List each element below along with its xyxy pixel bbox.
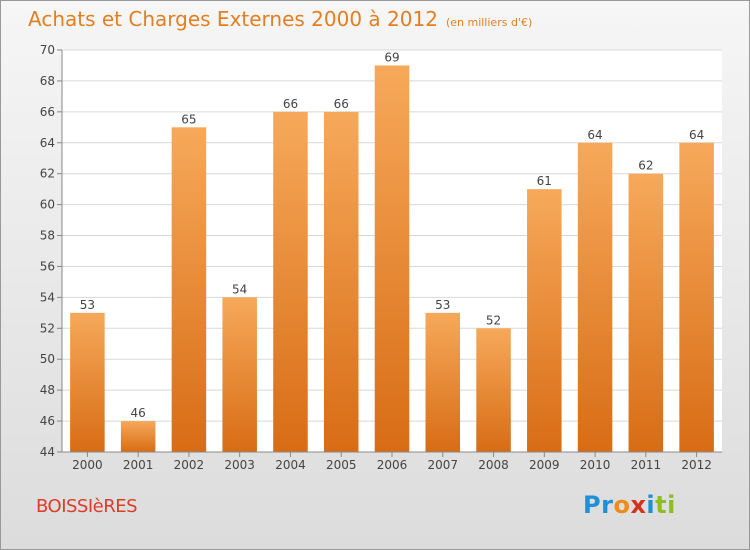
chart-title-text: Achats et Charges Externes 2000 à 2012	[28, 7, 438, 31]
y-tick-label: 46	[40, 414, 55, 428]
logo-part-4: i	[646, 491, 656, 519]
bar-2008	[476, 328, 511, 452]
x-tick-label: 2005	[326, 458, 357, 472]
bar-value-label: 52	[486, 313, 501, 327]
proxiti-logo[interactable]: Proxiti	[583, 491, 676, 519]
bar-value-label: 54	[232, 282, 247, 296]
x-tick-label: 2007	[427, 458, 458, 472]
bar-value-label: 62	[638, 159, 653, 173]
bar-2007	[425, 312, 461, 452]
x-tick-label: 2010	[580, 458, 611, 472]
axis-layer: 44 46 48 50 52 54 56 58 60 62 64 66 68 70 2000 2001 2002…	[40, 43, 722, 472]
y-tick-label: 60	[40, 198, 55, 212]
bar-2002	[171, 127, 207, 453]
x-tick-label: 2001	[123, 458, 154, 472]
bar-value-label: 66	[283, 97, 298, 111]
x-tick-label: 2000	[72, 458, 103, 472]
y-tick-label: 52	[40, 321, 55, 335]
chart-title: Achats et Charges Externes 2000 à 2012 (e…	[28, 7, 532, 31]
bar-value-label: 64	[587, 128, 602, 142]
x-tick-label: 2011	[631, 458, 662, 472]
x-tick-label: 2006	[377, 458, 408, 472]
chart-unit: (en milliers d'€)	[445, 16, 533, 29]
x-tick-label: 2012	[681, 458, 712, 472]
commune-name: BOISSIèRES	[36, 496, 138, 517]
bar-value-label: 66	[334, 97, 349, 111]
bar-value-label: 46	[131, 406, 146, 420]
logo-part-2: o	[613, 491, 631, 519]
bar-value-label: 65	[181, 112, 196, 126]
y-tick-label: 50	[40, 352, 55, 366]
x-tick-label: 2003	[224, 458, 255, 472]
logo-part-5: ti	[655, 491, 676, 519]
y-tick-label: 62	[40, 167, 55, 181]
y-tick-label: 56	[40, 259, 55, 273]
bar-2006	[374, 65, 410, 452]
bar-2009	[527, 189, 562, 452]
y-tick-label: 66	[40, 105, 55, 119]
bar-2005	[323, 111, 359, 452]
bar-value-label: 53	[80, 298, 95, 312]
y-tick-label: 44	[40, 445, 55, 459]
bar-2004	[273, 111, 308, 452]
bar-layer: 53 46 65 54 66 66 69 53 52 61 64 62 64	[70, 50, 714, 453]
y-tick-label: 54	[40, 290, 55, 304]
bar-2000	[70, 312, 105, 452]
bar-2001	[120, 421, 156, 452]
bar-value-label: 61	[537, 174, 552, 188]
bar-value-label: 69	[384, 50, 399, 64]
bar-2010	[577, 142, 613, 452]
logo-part-3: x	[630, 491, 647, 519]
x-tick-label: 2004	[275, 458, 306, 472]
logo-part-1: Pr	[583, 491, 614, 519]
y-tick-label: 70	[40, 43, 55, 57]
bar-value-label: 53	[435, 298, 450, 312]
y-tick-label: 58	[40, 229, 55, 243]
x-tick-label: 2008	[478, 458, 509, 472]
x-tick-label: 2009	[529, 458, 560, 472]
y-tick-label: 48	[40, 383, 55, 397]
x-tick-label: 2002	[174, 458, 205, 472]
y-tick-label: 64	[40, 136, 55, 150]
bar-2011	[628, 173, 664, 452]
bar-2012	[679, 142, 714, 452]
bar-value-label: 64	[689, 128, 704, 142]
bar-2003	[222, 297, 257, 452]
y-tick-label: 68	[40, 74, 55, 88]
